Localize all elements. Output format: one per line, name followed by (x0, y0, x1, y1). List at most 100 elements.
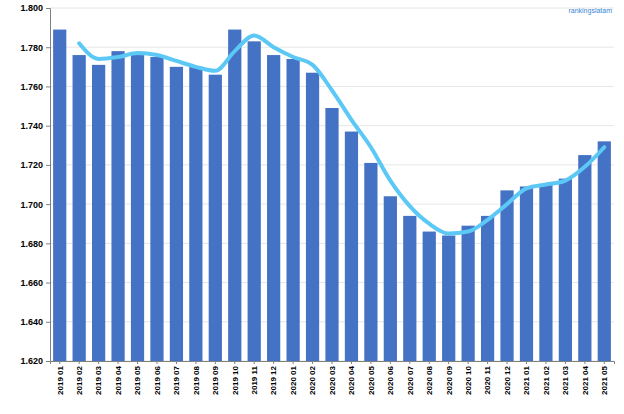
y-tick-label: 1.660 (20, 278, 43, 288)
bar (228, 30, 241, 361)
x-tick-mark (273, 361, 274, 364)
x-tick-label: 2021 04 (581, 365, 590, 394)
x-tick: 2020 07 (406, 361, 415, 395)
x-tick: 2019 04 (114, 361, 123, 395)
bar (578, 155, 591, 361)
y-tick: 1.760 (20, 82, 50, 92)
x-tick: 2019 09 (211, 361, 220, 395)
grid-line (50, 47, 614, 48)
x-tick-label: 2019 12 (269, 365, 278, 394)
x-tick-label: 2019 01 (56, 365, 65, 394)
x-tick-label: 2020 08 (425, 365, 434, 394)
bar (520, 186, 533, 361)
grid-line (50, 8, 614, 9)
y-axis: 1.6201.6401.6601.6801.7001.7201.7401.760… (20, 3, 50, 366)
y-tick: 1.660 (20, 278, 50, 288)
y-tick-mark (46, 361, 50, 362)
x-tick: 2021 04 (581, 361, 590, 395)
x-tick-label: 2019 02 (75, 365, 84, 394)
x-tick-label: 2021 02 (542, 365, 551, 394)
y-tick-mark (46, 165, 50, 166)
x-tick-mark (429, 361, 430, 364)
x-tick: 2019 10 (231, 361, 240, 395)
y-tick-label: 1.800 (20, 3, 43, 13)
y-tick: 1.620 (20, 356, 50, 366)
y-tick-label: 1.700 (20, 199, 43, 209)
y-tick: 1.740 (20, 121, 50, 131)
y-tick: 1.780 (20, 43, 50, 53)
y-tick-label: 1.780 (20, 43, 43, 53)
x-tick-mark (565, 361, 566, 364)
x-tick: 2021 05 (600, 361, 609, 395)
x-tick-mark (254, 361, 255, 364)
bar (598, 141, 611, 361)
x-tick-mark (448, 361, 449, 364)
y-tick-label: 1.620 (20, 356, 43, 366)
x-tick: 2020 04 (347, 361, 356, 395)
x-tick-label: 2019 03 (94, 365, 103, 394)
x-tick-label: 2019 07 (172, 365, 181, 394)
x-tick-label: 2020 02 (308, 365, 317, 394)
y-tick-mark (46, 47, 50, 48)
x-tick-mark (390, 361, 391, 364)
grid (50, 8, 614, 361)
bar (403, 216, 416, 361)
bar (170, 67, 183, 361)
x-tick-mark (332, 361, 333, 364)
x-tick: 2020 01 (289, 361, 298, 395)
x-tick-mark (195, 361, 196, 364)
x-tick-mark (118, 361, 119, 364)
bar (131, 55, 144, 361)
bar (364, 163, 377, 361)
x-tick-mark (487, 361, 488, 364)
x-tick: 2021 03 (561, 361, 570, 395)
y-tick-mark (46, 204, 50, 205)
y-tick: 1.720 (20, 160, 50, 170)
x-tick-mark (312, 361, 313, 364)
chart: 1.6201.6401.6601.6801.7001.7201.7401.760… (0, 0, 624, 414)
line (79, 35, 604, 233)
x-tick-mark (409, 361, 410, 364)
x-tick: 2019 02 (75, 361, 84, 395)
x-tick-label: 2020 06 (386, 365, 395, 394)
x-tick-label: 2021 03 (561, 365, 570, 394)
y-tick-mark (46, 243, 50, 244)
x-tick: 2021 01 (522, 361, 531, 395)
y-tick: 1.640 (20, 317, 50, 327)
x-tick: 2021 02 (542, 361, 551, 395)
bar (500, 190, 513, 361)
x-tick-mark (215, 361, 216, 364)
y-tick-label: 1.740 (20, 121, 43, 131)
x-tick-label: 2020 04 (347, 365, 356, 394)
bar (150, 57, 163, 361)
x-tick-label: 2019 08 (192, 365, 201, 394)
x-axis-line (51, 362, 615, 365)
bar (384, 196, 397, 361)
x-tick-label: 2019 06 (153, 365, 162, 394)
x-tick-label: 2020 07 (406, 365, 415, 394)
x-tick: 2020 02 (308, 361, 317, 395)
x-tick-label: 2020 12 (503, 365, 512, 394)
y-tick-label: 1.720 (20, 160, 43, 170)
x-tick-label: 2020 09 (444, 365, 453, 394)
x-tick: 2020 08 (425, 361, 434, 395)
x-tick-label: 2021 05 (600, 365, 609, 394)
x-tick-mark (526, 361, 527, 364)
x-tick-mark (156, 361, 157, 364)
x-tick-label: 2020 10 (464, 365, 473, 394)
bar (423, 232, 436, 361)
x-tick-mark (468, 361, 469, 364)
x-tick-label: 2020 01 (289, 365, 298, 394)
bar (267, 55, 280, 361)
y-tick: 1.700 (20, 199, 50, 209)
x-tick-mark (604, 361, 605, 364)
x-tick: 2019 01 (56, 361, 65, 395)
x-tick-label: 2021 01 (522, 365, 531, 394)
x-tick: 2019 12 (269, 361, 278, 395)
y-tick-mark (46, 126, 50, 127)
x-tick-mark (79, 361, 80, 364)
bar (325, 108, 338, 361)
x-tick: 2019 07 (172, 361, 181, 395)
x-tick-label: 2020 03 (328, 365, 337, 394)
x-tick: 2020 06 (386, 361, 395, 395)
